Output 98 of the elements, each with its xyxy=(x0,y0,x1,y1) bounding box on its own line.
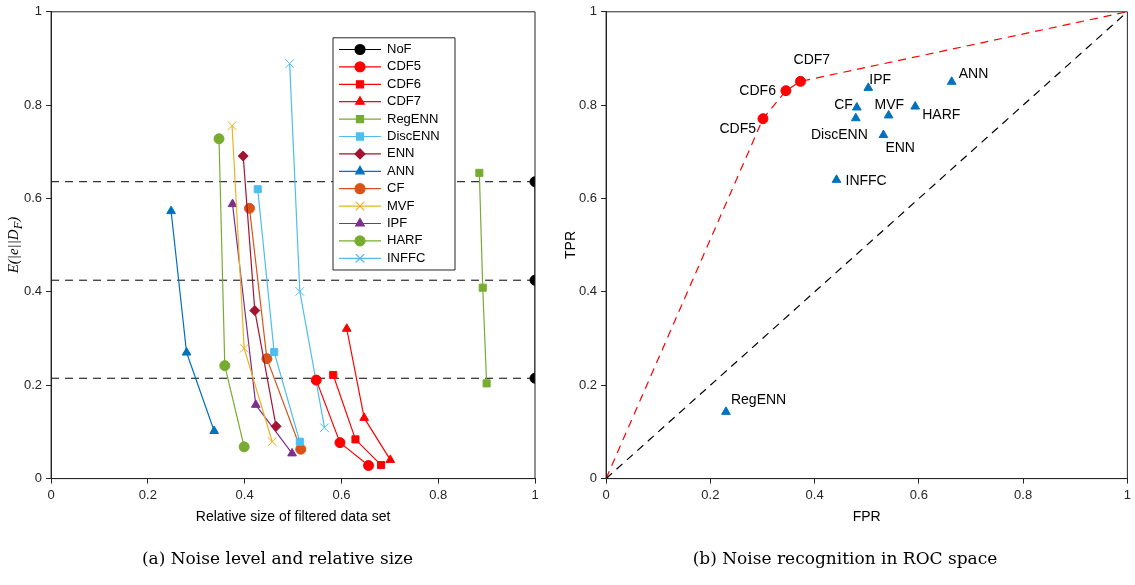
x-axis-title: Relative size of filtered data set xyxy=(195,508,391,525)
annotation: CDF7 xyxy=(793,51,831,68)
x-tick-label: 0.2 xyxy=(701,486,720,502)
x-tick-label: 0 xyxy=(47,486,55,502)
point xyxy=(385,454,396,463)
point xyxy=(883,109,894,119)
point xyxy=(359,412,369,421)
legend-label: DiscENN xyxy=(387,128,440,144)
y-tick-label: 1 xyxy=(589,3,598,19)
point xyxy=(757,113,769,125)
legend-label: HARF xyxy=(387,232,423,248)
point xyxy=(227,198,238,208)
y-tick-label: 0.6 xyxy=(23,190,43,206)
y-tick-label: 0.8 xyxy=(578,96,598,112)
legend-label: ANN xyxy=(387,162,415,178)
point xyxy=(250,399,261,408)
annotation: ENN xyxy=(885,138,915,155)
x-tick-label: 0.6 xyxy=(909,486,928,502)
annotation: RegENN xyxy=(730,390,787,407)
annotation: INFFC xyxy=(845,171,887,188)
legend-label: CDF6 xyxy=(387,75,421,91)
annotation: CDF5 xyxy=(719,119,757,136)
point xyxy=(351,435,360,444)
point xyxy=(219,360,231,372)
point xyxy=(341,323,352,332)
y-tick-label: 0.6 xyxy=(578,190,598,206)
point xyxy=(237,150,249,162)
point xyxy=(267,436,277,447)
x-tick-label: 0.8 xyxy=(1014,486,1033,502)
point xyxy=(831,174,842,183)
annotation: CDF6 xyxy=(739,81,777,98)
x-tick-label: 0.6 xyxy=(332,486,351,502)
text: (b) Noise recognition in ROC space xyxy=(691,548,999,568)
x-tick-label: 1 xyxy=(531,486,539,502)
point xyxy=(249,305,261,317)
x-tick-label: 0 xyxy=(602,486,610,502)
point xyxy=(478,283,487,292)
point xyxy=(482,379,491,388)
annotation: ANN xyxy=(958,64,989,81)
y-tick-label: 0.8 xyxy=(23,96,43,112)
x-tick-label: 0.8 xyxy=(429,486,448,502)
point xyxy=(310,374,322,386)
point xyxy=(295,286,305,297)
point xyxy=(284,58,295,69)
point xyxy=(721,406,731,415)
x-axis-title: FPR xyxy=(852,508,881,525)
y-tick-label: 1 xyxy=(34,3,43,19)
y-tick-label: 0.2 xyxy=(578,376,598,392)
y-tick-label: 0.4 xyxy=(578,283,598,299)
legend-label: NoF xyxy=(387,41,412,57)
x-tick-label: 0.4 xyxy=(805,486,824,502)
y-tick-label: 0 xyxy=(589,470,598,486)
point xyxy=(377,461,386,470)
annotation: CF xyxy=(834,96,853,113)
y-tick-label: 0 xyxy=(34,470,43,486)
point xyxy=(238,441,250,453)
x-tick-label: 0.4 xyxy=(235,486,254,502)
point xyxy=(863,82,874,91)
legend-label: ENN xyxy=(387,145,415,161)
point xyxy=(209,425,219,434)
legend-label: CF xyxy=(387,180,405,196)
point xyxy=(166,205,176,215)
legend-label: MVF xyxy=(387,197,415,213)
point xyxy=(287,447,297,457)
y-tick-label: 0.2 xyxy=(23,376,43,392)
legend-label: RegENN xyxy=(387,110,439,126)
x-tick-label: 0.2 xyxy=(138,486,157,502)
point xyxy=(270,348,279,357)
point xyxy=(227,120,237,131)
annotation: DiscENN xyxy=(811,126,868,143)
x-tick-label: 1 xyxy=(1123,486,1131,502)
annotation: HARF xyxy=(922,106,961,123)
point xyxy=(295,437,304,446)
point xyxy=(239,343,249,354)
point xyxy=(780,85,792,97)
point xyxy=(850,112,861,122)
point xyxy=(878,129,889,139)
text: (a) Noise level and relative size xyxy=(140,548,415,568)
point xyxy=(329,370,338,380)
point xyxy=(946,76,957,85)
point xyxy=(181,347,192,356)
y-tick-label: 0.4 xyxy=(23,283,43,299)
y-axis-title: TPR xyxy=(562,231,579,260)
annotation: IPF xyxy=(869,70,892,87)
point xyxy=(319,422,330,433)
legend-label: IPF xyxy=(387,215,408,231)
point xyxy=(475,168,484,177)
point xyxy=(270,420,282,432)
legend-label: CDF5 xyxy=(387,58,421,74)
point xyxy=(253,185,262,194)
point xyxy=(795,75,807,87)
annotation: MVF xyxy=(874,96,905,113)
point xyxy=(363,460,375,472)
point xyxy=(910,101,921,110)
point xyxy=(334,437,346,449)
point xyxy=(213,133,225,145)
legend-label: INFFC xyxy=(387,249,426,265)
legend-label: CDF7 xyxy=(387,93,421,109)
